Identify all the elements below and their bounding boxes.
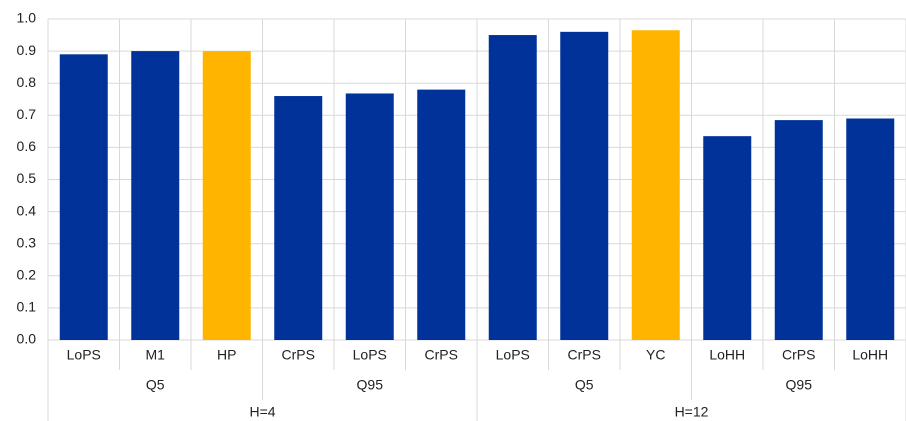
x-tick-label: HP bbox=[217, 347, 236, 363]
bar bbox=[488, 35, 537, 341]
x-tick-label: LoHH bbox=[709, 347, 745, 363]
y-tick-label: 0.5 bbox=[17, 170, 37, 186]
bar bbox=[274, 96, 323, 340]
bar bbox=[59, 54, 108, 341]
bar bbox=[131, 51, 180, 340]
bar bbox=[774, 120, 823, 341]
bar bbox=[631, 30, 680, 341]
bar bbox=[560, 31, 609, 341]
bar bbox=[703, 136, 752, 340]
group-label: Q5 bbox=[575, 377, 594, 393]
y-tick-label: 0.2 bbox=[17, 267, 37, 283]
y-tick-label: 0.8 bbox=[17, 74, 37, 90]
bar bbox=[846, 118, 895, 340]
y-tick-label: 0.7 bbox=[17, 106, 37, 122]
y-tick-label: 0.0 bbox=[17, 331, 37, 347]
x-tick-label: M1 bbox=[146, 347, 166, 363]
x-tick-label: YC bbox=[646, 347, 665, 363]
y-tick-label: 0.9 bbox=[17, 42, 37, 58]
x-tick-label: LoHH bbox=[852, 347, 888, 363]
bar bbox=[202, 51, 251, 340]
y-tick-label: 0.3 bbox=[17, 234, 37, 250]
y-tick-label: 0.1 bbox=[17, 299, 37, 315]
x-tick-label: LoPS bbox=[67, 347, 101, 363]
top-group-label: H=4 bbox=[249, 404, 275, 420]
x-tick-label: CrPS bbox=[282, 347, 315, 363]
group-label: Q95 bbox=[786, 377, 813, 393]
y-tick-label: 0.6 bbox=[17, 138, 37, 154]
bar bbox=[417, 89, 466, 341]
group-label: Q95 bbox=[357, 377, 384, 393]
bar bbox=[345, 93, 394, 340]
y-tick-label: 0.4 bbox=[17, 202, 37, 218]
x-tick-label: CrPS bbox=[425, 347, 458, 363]
x-tick-label: LoPS bbox=[496, 347, 530, 363]
y-tick-label: 1.0 bbox=[17, 10, 37, 26]
x-tick-label: CrPS bbox=[782, 347, 815, 363]
top-group-label: H=12 bbox=[675, 404, 709, 420]
group-label: Q5 bbox=[146, 377, 165, 393]
x-tick-label: CrPS bbox=[568, 347, 601, 363]
x-tick-label: LoPS bbox=[353, 347, 387, 363]
